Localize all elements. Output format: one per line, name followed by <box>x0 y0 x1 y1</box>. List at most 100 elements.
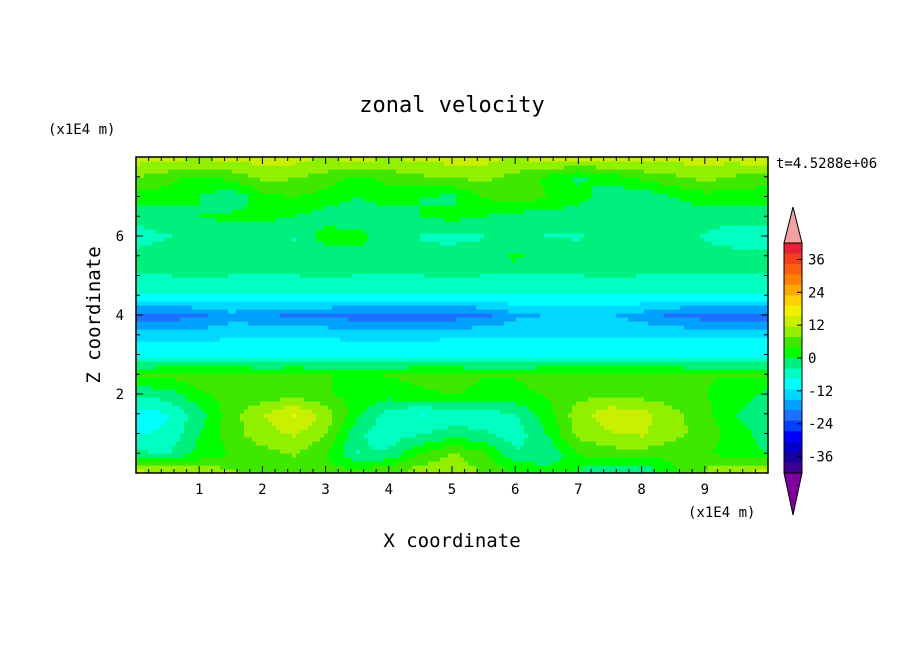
field-cell <box>716 429 721 434</box>
field-cell <box>156 389 161 394</box>
field-cell <box>688 417 693 422</box>
field-cell <box>448 369 453 374</box>
field-cell <box>556 361 561 366</box>
field-cell <box>264 425 269 430</box>
field-cell <box>604 465 609 470</box>
field-cell <box>500 401 505 406</box>
field-cell <box>696 417 701 422</box>
field-cell <box>156 417 161 422</box>
field-cell <box>284 365 289 370</box>
field-cell <box>288 417 293 422</box>
field-cell <box>724 385 729 390</box>
field-cell <box>708 365 713 370</box>
field-cell <box>700 457 705 462</box>
field-cell <box>408 405 413 410</box>
field-cell <box>384 425 389 430</box>
field-cell <box>440 361 445 366</box>
field-cell <box>660 357 665 362</box>
field-cell <box>416 445 421 450</box>
field-cell <box>692 449 697 454</box>
field-cell <box>592 353 597 358</box>
field-cell <box>568 393 573 398</box>
field-cell <box>648 437 653 442</box>
field-cell <box>472 449 477 454</box>
field-cell <box>720 457 725 462</box>
field-cell <box>160 449 165 454</box>
field-cell <box>324 401 329 406</box>
field-cell <box>756 401 761 406</box>
field-cell <box>276 377 281 382</box>
field-cell <box>572 449 577 454</box>
field-cell <box>732 413 737 418</box>
field-cell <box>204 425 209 430</box>
field-cell <box>276 449 281 454</box>
field-cell <box>256 457 261 462</box>
field-cell <box>712 349 717 354</box>
field-cell <box>724 381 729 386</box>
field-cell <box>404 381 409 386</box>
field-cell <box>556 465 561 470</box>
field-cell <box>372 369 377 374</box>
field-cell <box>432 373 437 378</box>
field-cell <box>412 345 417 350</box>
field-cell <box>312 457 317 462</box>
field-cell <box>308 397 313 402</box>
field-cell <box>348 349 353 354</box>
field-cell <box>228 381 233 386</box>
field-cell <box>744 461 749 466</box>
field-cell <box>632 421 637 426</box>
field-cell <box>676 437 681 442</box>
field-cell <box>400 385 405 390</box>
field-cell <box>644 409 649 414</box>
field-cell <box>328 365 333 370</box>
field-cell <box>444 441 449 446</box>
field-cell <box>500 365 505 370</box>
field-cell <box>236 453 241 458</box>
field-cell <box>368 409 373 414</box>
field-cell <box>564 437 569 442</box>
field-cell <box>728 369 733 374</box>
field-cell <box>340 345 345 350</box>
field-cell <box>340 397 345 402</box>
field-cell <box>244 425 249 430</box>
field-cell <box>760 433 765 438</box>
field-cell <box>624 437 629 442</box>
field-cell <box>180 385 185 390</box>
field-cell <box>544 373 549 378</box>
field-cell <box>512 465 517 470</box>
field-cell <box>324 373 329 378</box>
field-cell <box>156 401 161 406</box>
field-cell <box>152 369 157 374</box>
field-cell <box>620 465 625 470</box>
field-cell <box>536 353 541 358</box>
field-cell <box>568 461 573 466</box>
field-cell <box>512 441 517 446</box>
field-cell <box>596 349 601 354</box>
field-cell <box>756 393 761 398</box>
field-cell <box>320 369 325 374</box>
field-cell <box>188 405 193 410</box>
field-cell <box>708 441 713 446</box>
field-cell <box>580 421 585 426</box>
field-cell <box>488 349 493 354</box>
field-cell <box>656 429 661 434</box>
field-cell <box>140 437 145 442</box>
field-cell <box>500 453 505 458</box>
field-cell <box>292 421 297 426</box>
field-cell <box>660 385 665 390</box>
field-cell <box>316 465 321 470</box>
field-cell <box>180 453 185 458</box>
field-cell <box>512 433 517 438</box>
field-cell <box>468 461 473 466</box>
field-cell <box>764 361 768 366</box>
field-cell <box>288 421 293 426</box>
field-cell <box>200 361 205 366</box>
field-cell <box>376 413 381 418</box>
field-cell <box>664 377 669 382</box>
field-cell <box>740 465 745 470</box>
field-cell <box>736 353 741 358</box>
field-cell <box>540 405 545 410</box>
field-cell <box>324 349 329 354</box>
field-cell <box>248 409 253 414</box>
field-cell <box>144 421 149 426</box>
